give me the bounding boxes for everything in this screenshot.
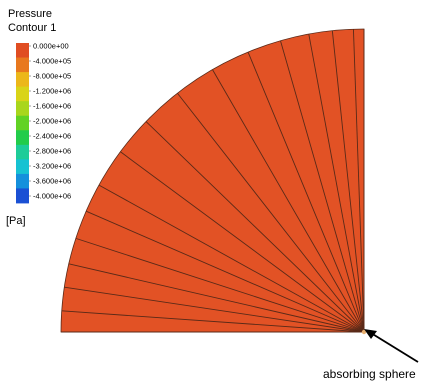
colorbar-swatch	[16, 86, 29, 102]
mesh-line	[61, 310, 365, 333]
annotation: absorbing sphere	[323, 329, 419, 381]
mesh-line	[247, 51, 365, 333]
colorbar-swatch	[16, 101, 29, 117]
legend-title: Pressure	[8, 8, 52, 20]
colorbar-tick-label: -2.400e+06	[33, 132, 71, 141]
colorbar-swatch	[16, 57, 29, 73]
colorbar-tick-label: -1.200e+06	[33, 87, 71, 96]
colorbar-swatch	[16, 159, 29, 175]
annotation-arrow-line	[370, 332, 419, 363]
colorbar-swatch	[16, 72, 29, 88]
mesh-line	[75, 237, 365, 333]
colorbar-tick-label: -8.000e+05	[33, 72, 71, 81]
colorbar-tick-label: -1.600e+06	[33, 102, 71, 111]
mesh-line	[120, 151, 365, 333]
legend-unit: [Pa]	[6, 215, 26, 227]
colorbar-swatch	[16, 188, 29, 204]
colorbar-tick-label: -3.200e+06	[33, 162, 71, 171]
mesh-line	[308, 33, 365, 333]
quarter-disc-domain	[60, 28, 367, 335]
colorbar-swatch	[16, 130, 29, 146]
colorbar-tick-label: -4.000e+06	[33, 192, 71, 201]
legend: Pressure Contour 1 0.000e+00 -4.000e+05 -8…	[6, 8, 71, 227]
colorbar-swatch	[16, 144, 29, 160]
mesh-line	[212, 69, 365, 333]
colorbar-tick-label: -3.600e+06	[33, 177, 71, 186]
mesh-line	[64, 286, 365, 333]
annotation-label: absorbing sphere	[323, 367, 416, 381]
colorbar-tick-label: -2.800e+06	[33, 147, 71, 156]
mesh-line	[352, 29, 365, 333]
colorbar-tick-label: 0.000e+00	[33, 42, 69, 51]
mesh-line	[68, 263, 365, 333]
pressure-field	[60, 28, 365, 333]
mesh-line	[280, 40, 365, 333]
absorbing-sphere-marker	[361, 329, 367, 335]
colorbar-tick-label: -4.000e+05	[33, 57, 71, 66]
colorbar-tick-label: -2.000e+06	[33, 117, 71, 126]
mesh-line	[98, 184, 365, 333]
colorbar-swatch	[16, 115, 29, 131]
colorbar: 0.000e+00 -4.000e+05 -8.000e+05 -1.200e+06 -…	[16, 42, 71, 204]
colorbar-swatch	[16, 173, 29, 189]
mesh-line	[85, 210, 365, 333]
mesh-line	[331, 30, 365, 333]
mesh-line	[177, 92, 365, 333]
annotation-arrowhead	[364, 329, 377, 339]
legend-subtitle: Contour 1	[8, 22, 56, 34]
colorbar-swatch	[16, 43, 29, 58]
mesh-line	[145, 121, 365, 333]
